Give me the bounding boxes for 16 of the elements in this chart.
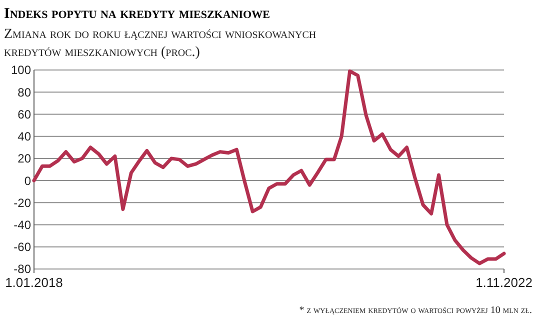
y-tick-label: 20 [18, 152, 32, 166]
y-tick-label: 100 [10, 63, 32, 78]
y-tick-label: 60 [18, 107, 32, 122]
chart-title: Indeks popytu na kredyty mieszkaniowe [4, 6, 270, 22]
chart-subtitle: Zmiana rok do roku łącznej wartości wnioskowanych kredytów mieszkaniowych (proc.) [4, 27, 316, 60]
y-tick-label: -20 [14, 196, 32, 210]
y-tick-label: 80 [18, 85, 32, 100]
line-series [32, 69, 506, 266]
y-tick-label: 40 [18, 130, 32, 144]
y-tick-label: -60 [14, 240, 32, 254]
x-tick-label: 1.01.2018 [5, 275, 63, 290]
text: * z wyłączeniem kredytów o wartości powyżej 10 mln zł. [299, 305, 532, 316]
y-tick-label: -40 [14, 218, 32, 232]
x-tick-label: 1.11.2022 [476, 275, 532, 290]
y-tick-label: 0 [24, 174, 32, 188]
y-tick-label: -80 [14, 262, 32, 276]
